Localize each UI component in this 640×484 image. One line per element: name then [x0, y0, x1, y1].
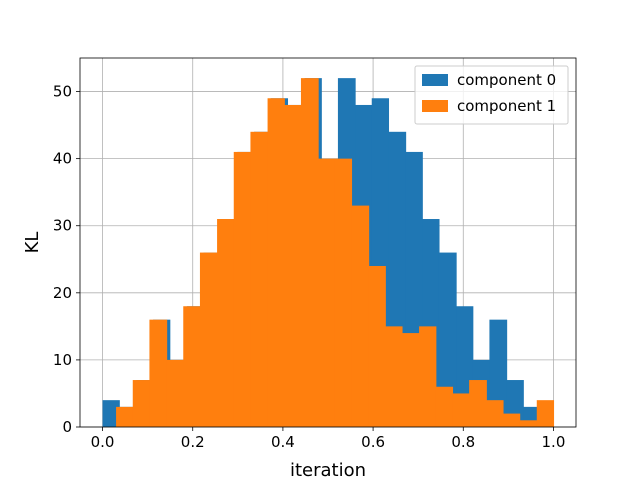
bar-component-1 [469, 380, 487, 427]
y-tick-label: 50 [53, 83, 72, 101]
legend-swatch-component-0 [422, 74, 448, 86]
bar-component-1 [250, 131, 269, 428]
x-tick-label: 0.2 [181, 433, 205, 451]
bar-component-1 [351, 205, 370, 427]
bar-component-1 [166, 359, 184, 427]
y-tick-label: 10 [53, 351, 72, 369]
bar-component-1 [435, 386, 454, 427]
bar-component-1 [116, 406, 134, 427]
y-tick-label: 40 [53, 150, 72, 168]
bar-component-1 [318, 158, 336, 428]
bar-component-1 [452, 393, 470, 427]
bar-component-0 [438, 252, 457, 427]
x-tick-label: 0.8 [451, 433, 475, 451]
bar-component-1 [385, 326, 403, 427]
bar-component-1 [284, 104, 302, 428]
x-tick-label: 0.4 [271, 433, 295, 451]
bar-component-1 [149, 319, 168, 427]
legend-label-component-1: component 1 [457, 97, 556, 115]
histogram-bars [102, 78, 555, 428]
bar-component-1 [233, 151, 252, 427]
bar-component-1 [183, 306, 201, 427]
bar-component-0 [102, 400, 120, 427]
bar-component-1 [486, 400, 504, 427]
bar-component-1 [502, 413, 521, 427]
y-tick-label: 20 [53, 284, 72, 302]
x-tick-label: 0.6 [361, 433, 385, 451]
axis-ticks: 0.0 0.2 0.4 0.6 0.8 1.0 0 10 20 30 40 50 [53, 83, 565, 451]
bar-component-1 [368, 265, 386, 427]
legend-box [414, 65, 569, 125]
y-tick-label: 30 [53, 217, 72, 235]
x-tick-label: 1.0 [542, 433, 566, 451]
bar-component-1 [199, 252, 218, 427]
legend-label-component-0: component 0 [457, 71, 556, 89]
plot-frame [79, 57, 577, 428]
legend: component 0 component 1 [414, 65, 569, 125]
bar-component-1 [132, 380, 151, 427]
legend-swatch-component-1 [422, 100, 448, 112]
y-tick-label: 0 [62, 418, 72, 436]
bar-component-1 [217, 219, 235, 427]
bar-component-1 [267, 98, 285, 427]
bar-component-1 [519, 420, 538, 427]
y-axis-label: KL [22, 232, 43, 254]
x-tick-label: 0.0 [91, 433, 115, 451]
bar-component-1 [334, 158, 353, 428]
bar-component-1 [300, 78, 319, 428]
bar-component-1 [419, 326, 437, 427]
x-axis-label: iteration [290, 460, 366, 480]
bar-component-1 [401, 333, 420, 427]
bar-component-1 [536, 400, 555, 427]
